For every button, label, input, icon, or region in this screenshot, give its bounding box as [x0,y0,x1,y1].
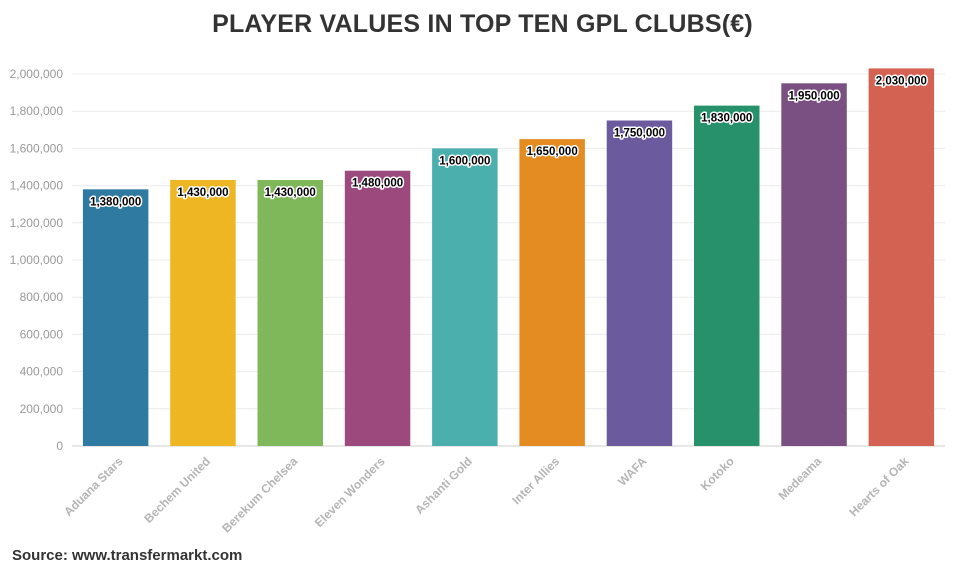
bar[interactable] [82,189,149,446]
y-axis-ticks: 0 200,000 400,000 600,000 800,000 1,000,000 1,… [10,67,64,453]
x-category-label: Bechem United [141,454,213,526]
x-category-label: Hearts of Oak [846,454,911,519]
x-category-label: WAFA [615,454,650,489]
bar[interactable] [868,68,935,447]
y-tick-label: 1,800,000 [10,104,64,118]
bar[interactable] [694,105,760,447]
x-category-label: Eleven Wonders [312,454,388,530]
chart-title: PLAYER VALUES IN TOP TEN GPL CLUBS(€) [212,10,753,38]
y-tick-label: 1,600,000 [10,141,64,155]
source-note: Source: www.transfermarkt.com [12,547,243,564]
x-category-label: Berekum Chelsea [219,454,300,535]
bar[interactable] [519,139,585,446]
data-label: 1,750,000 [614,128,665,140]
bar[interactable] [432,148,498,446]
y-tick-label: 0 [56,439,63,453]
bars [82,68,935,447]
y-tick-label: 1,400,000 [10,179,64,193]
y-tick-label: 1,200,000 [10,216,64,230]
bar[interactable] [344,170,411,446]
data-label: 1,480,000 [352,178,403,190]
y-tick-label: 800,000 [20,290,64,304]
bar[interactable] [170,180,236,446]
data-label: 1,430,000 [177,187,228,199]
bar-chart: 0 200,000 400,000 600,000 800,000 1,000,000 1,… [10,67,945,535]
data-label: 1,430,000 [265,187,316,199]
x-category-label: Kotoko [698,454,737,493]
bar[interactable] [606,120,673,447]
bar[interactable] [257,180,323,446]
data-labels: 1,380,000 1,430,000 1,430,000 1,480,000 1,60… [89,74,929,210]
y-tick-label: 600,000 [20,327,64,341]
data-label: 1,600,000 [439,155,490,167]
y-tick-label: 2,000,000 [10,67,64,81]
data-label: 1,650,000 [527,146,578,158]
data-label: 1,380,000 [90,196,141,208]
x-axis-labels: Aduana Stars Bechem United Berekum Chelsea… [61,454,912,535]
x-category-label: Inter Allies [509,454,562,507]
data-label: 1,830,000 [701,113,752,125]
y-tick-label: 200,000 [20,402,64,416]
data-label: 1,950,000 [788,90,839,102]
data-label: 2,030,000 [876,75,927,87]
x-category-label: Aduana Stars [61,454,126,519]
y-tick-label: 1,000,000 [10,253,64,267]
x-category-label: Ashanti Gold [412,454,475,517]
x-category-label: Medeama [776,454,825,503]
y-tick-label: 400,000 [20,365,64,379]
bar[interactable] [781,83,847,447]
